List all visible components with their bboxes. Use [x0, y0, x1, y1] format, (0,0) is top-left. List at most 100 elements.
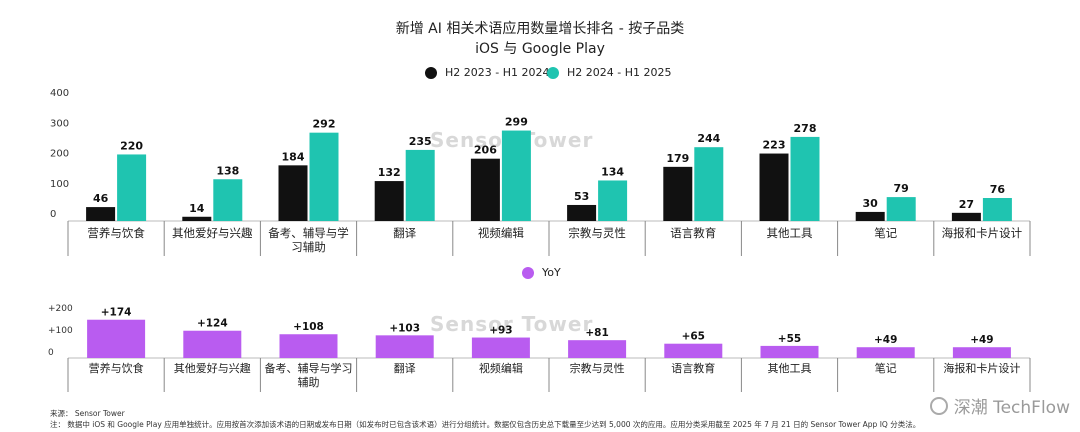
bar-h2-2023 — [86, 207, 116, 221]
bar-value-label: +49 — [970, 334, 993, 346]
category-label: 笔记 — [875, 361, 897, 375]
footer-note: 注： 数据中 iOS 和 Google Play 应用单独统计。应用按首次添加该… — [50, 420, 921, 429]
bar-yoy — [952, 347, 1011, 358]
legend-item-h2-2023: H2 2023 - H1 2024 — [425, 66, 549, 79]
bar-h2-2023 — [663, 166, 693, 221]
bar-yoy — [664, 343, 723, 358]
bar-h2-2023 — [278, 165, 308, 221]
bar-h2-2023 — [567, 204, 597, 221]
category-label: 营养与饮食 — [87, 226, 145, 240]
y-tick-label: 200 — [50, 149, 69, 160]
bar-h2-2024 — [790, 136, 820, 221]
bar-value-label: 223 — [763, 139, 786, 152]
category-label: 海报和卡片设计 — [942, 226, 1023, 240]
bar-value-label: 179 — [666, 152, 689, 165]
bar-value-label: +55 — [778, 333, 801, 345]
y-tick-label: 400 — [50, 88, 69, 99]
bar-value-label: 235 — [409, 135, 432, 148]
category-label: 翻译 — [394, 361, 416, 375]
brand-logo: 深潮 TechFlow — [929, 393, 1070, 418]
bar-value-label: +81 — [585, 327, 608, 339]
brand-icon — [929, 396, 948, 415]
category-label: 笔记 — [874, 226, 897, 240]
bar-h2-2024 — [982, 198, 1012, 221]
legend-label: YoY — [542, 266, 561, 279]
bar-value-label: 184 — [282, 150, 305, 163]
bar-value-label: 299 — [505, 116, 528, 129]
category-label: 翻译 — [393, 226, 416, 240]
bar-yoy — [760, 345, 819, 358]
bar-value-label: 79 — [894, 182, 909, 195]
category-label: 海报和卡片设计 — [943, 361, 1020, 375]
category-label: 语言教育 — [670, 226, 716, 240]
bar-yoy — [856, 347, 915, 358]
category-label: 宗教与灵性 — [570, 361, 625, 375]
category-label: 视频编辑 — [479, 361, 523, 375]
bar-value-label: 76 — [990, 183, 1006, 196]
bar-value-label: +174 — [101, 307, 132, 319]
bar-h2-2024 — [694, 147, 724, 221]
bar-h2-2023 — [470, 158, 500, 221]
bar-yoy — [87, 319, 146, 358]
y-tick-label: +200 — [48, 304, 73, 314]
bar-value-label: 53 — [574, 190, 589, 203]
bar-value-label: +124 — [197, 318, 228, 330]
bar-value-label: 46 — [93, 192, 109, 205]
bar-value-label: 14 — [189, 202, 205, 215]
bar-value-label: 27 — [959, 198, 974, 211]
category-label: 备考、辅导与学 — [268, 226, 349, 240]
y-tick-label: 0 — [50, 209, 56, 220]
bar-value-label: 132 — [378, 166, 401, 179]
category-label: 营养与饮食 — [89, 361, 144, 375]
category-label: 其他爱好与兴趣 — [174, 361, 251, 375]
bar-value-label: 244 — [697, 132, 720, 145]
bar-value-label: 220 — [120, 139, 143, 152]
bar-value-label: 206 — [474, 144, 497, 157]
chart-subtitle: iOS 与 Google Play — [475, 41, 605, 57]
category-label: 其他工具 — [767, 226, 813, 240]
bar-h2-2024 — [598, 180, 628, 221]
y-tick-label: +100 — [48, 326, 73, 336]
bar-h2-2023 — [855, 211, 885, 221]
legend-swatch-icon — [522, 266, 534, 279]
legend-swatch-icon — [547, 66, 559, 79]
bar-value-label: +65 — [682, 331, 705, 343]
bar-value-label: +103 — [389, 322, 420, 334]
bar-h2-2023 — [951, 212, 981, 221]
bar-value-label: 30 — [863, 197, 879, 210]
legend-item-h2-2024: H2 2024 - H1 2025 — [547, 66, 671, 79]
category-label: 备考、辅导与学习 — [265, 361, 353, 375]
category-label: 宗教与灵性 — [568, 226, 626, 240]
watermark-text: Sensor Tower — [430, 312, 594, 336]
bar-h2-2024 — [405, 149, 435, 221]
category-label: 辅助 — [298, 375, 320, 389]
bar-h2-2024 — [309, 132, 339, 221]
bar-h2-2024 — [501, 130, 531, 221]
bar-h2-2023 — [182, 216, 212, 221]
bar-h2-2023 — [374, 181, 404, 221]
bar-value-label: +93 — [489, 325, 512, 337]
bar-yoy — [183, 330, 242, 358]
bar-h2-2024 — [886, 197, 916, 221]
category-label: 语言教育 — [671, 361, 715, 375]
bar-h2-2024 — [213, 179, 243, 221]
bar-yoy — [375, 335, 434, 358]
category-label: 其他爱好与兴趣 — [172, 226, 253, 240]
bar-yoy — [568, 340, 627, 358]
bar-yoy — [279, 334, 338, 358]
bar-value-label: 134 — [601, 165, 624, 178]
bar-value-label: 278 — [794, 122, 817, 135]
bar-value-label: 138 — [216, 164, 239, 177]
bar-yoy — [471, 337, 530, 358]
bar-h2-2024 — [117, 154, 147, 221]
brand-label: 深潮 TechFlow — [953, 398, 1070, 418]
legend-item-yoy: YoY — [522, 266, 561, 279]
category-label: 习辅助 — [291, 240, 326, 254]
bar-value-label: +49 — [874, 334, 897, 346]
bar-value-label: 292 — [313, 118, 336, 131]
legend-label: H2 2024 - H1 2025 — [567, 66, 672, 79]
bar-value-label: +108 — [293, 321, 324, 333]
y-tick-label: 100 — [50, 179, 69, 190]
y-tick-label: 0 — [48, 348, 54, 358]
legend-swatch-icon — [425, 66, 437, 79]
